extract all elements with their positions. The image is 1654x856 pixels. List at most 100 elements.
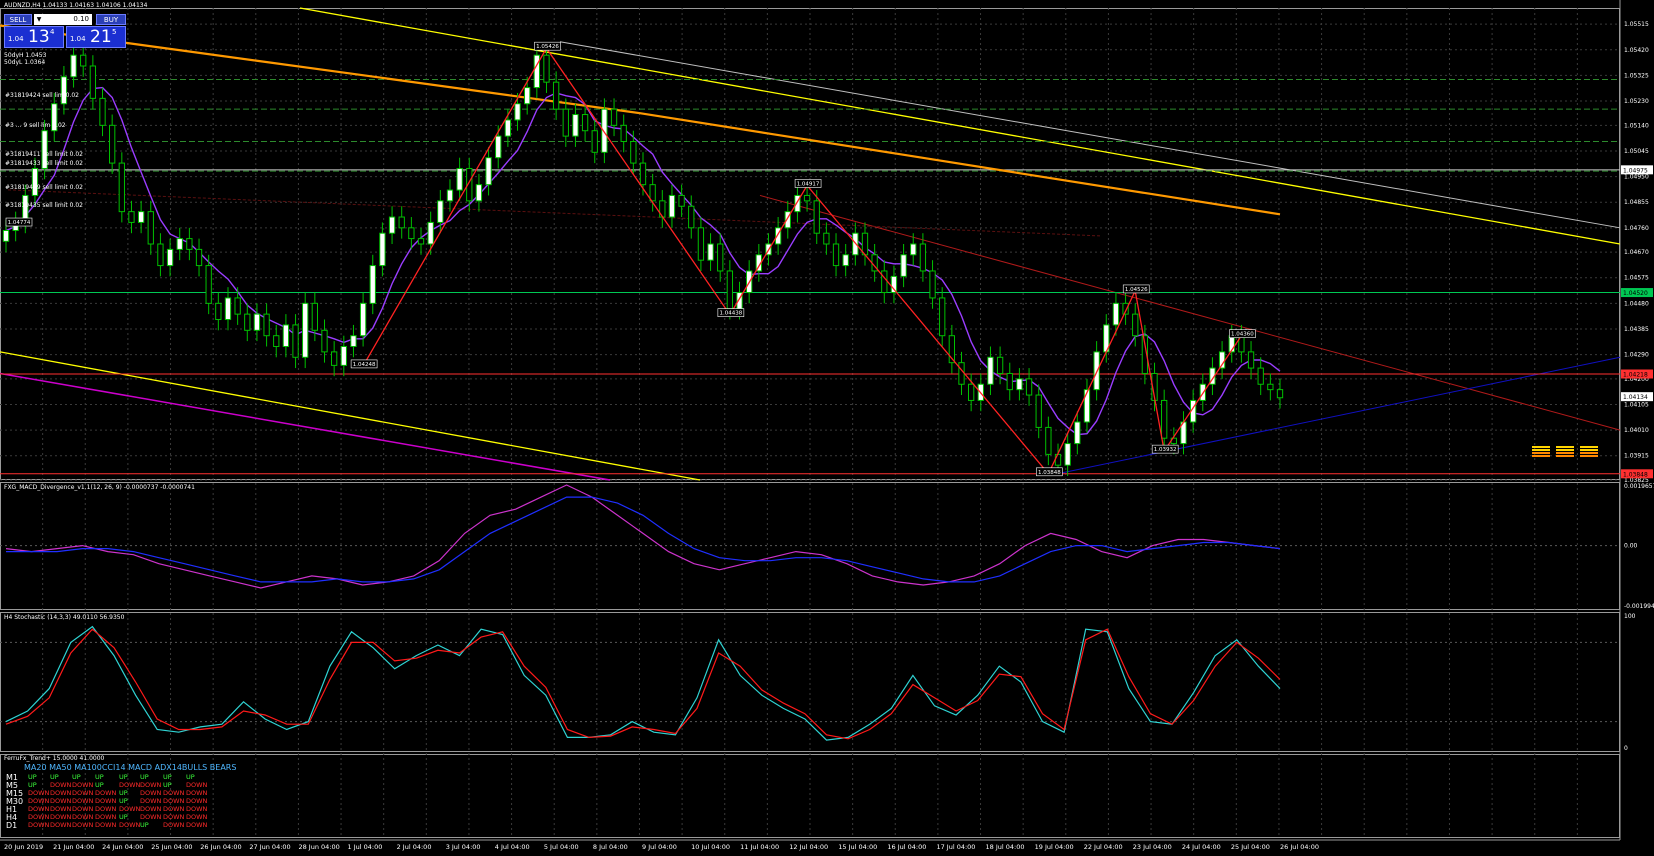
candle-body bbox=[253, 313, 261, 331]
trend-cell: DOWN bbox=[50, 797, 72, 805]
signal-bar bbox=[1556, 455, 1574, 457]
time-axis-label: 20 Jun 2019 bbox=[4, 843, 43, 851]
lot-dropdown-icon[interactable]: ▼ bbox=[36, 16, 42, 23]
candle-body bbox=[128, 211, 135, 223]
trend-cell: DOWN bbox=[140, 797, 162, 805]
swing-label: 1.04774 bbox=[8, 220, 31, 226]
trend-cell: UP bbox=[163, 773, 172, 781]
candle-body bbox=[948, 335, 956, 364]
candle-body bbox=[1035, 394, 1042, 428]
swing-label: 1.05426 bbox=[536, 44, 559, 50]
trend-cell: DOWN bbox=[140, 813, 162, 821]
candle-body bbox=[610, 108, 618, 126]
candle-body bbox=[996, 356, 1004, 374]
candle-body bbox=[60, 76, 68, 105]
signal-bar bbox=[1580, 452, 1598, 454]
time-axis-label: 8 Jul 04:00 bbox=[593, 843, 628, 851]
trend-cell: UP bbox=[95, 781, 104, 789]
trend-cell: DOWN bbox=[140, 789, 162, 797]
swing-label: 1.04248 bbox=[353, 362, 376, 368]
time-axis-label: 22 Jul 04:00 bbox=[1084, 843, 1123, 851]
trend-cell: DOWN bbox=[163, 821, 185, 829]
trend-cell: DOWN bbox=[72, 821, 94, 829]
candle-body bbox=[1083, 389, 1091, 423]
trend-cell: DOWN bbox=[72, 797, 94, 805]
bid-price-button[interactable]: 1.04 13 4 bbox=[4, 26, 64, 48]
candle-body bbox=[437, 200, 444, 223]
ask-prefix: 1.04 bbox=[70, 35, 86, 43]
candle-body bbox=[678, 194, 685, 207]
swing-label-box bbox=[1151, 444, 1179, 454]
order-label: #31819409 sell limit 0.02 bbox=[5, 184, 83, 191]
swing-label-box bbox=[794, 179, 822, 188]
swing-label-box bbox=[1229, 329, 1256, 339]
candle-body bbox=[591, 130, 598, 153]
candle-body bbox=[1112, 302, 1120, 326]
macd-tick-label: -0.0019944 bbox=[1624, 603, 1654, 610]
ask-price-button[interactable]: 1.04 21 5 bbox=[66, 26, 126, 48]
candle-body bbox=[1025, 378, 1033, 396]
price-tag-label: 1.04975 bbox=[1623, 167, 1648, 174]
signal-bar bbox=[1580, 455, 1598, 457]
stoch-signal-line bbox=[5, 628, 1281, 740]
price-tick-label: 1.04105 bbox=[1624, 401, 1649, 408]
candle-body bbox=[263, 313, 270, 337]
lot-size-input[interactable]: 0.10 bbox=[34, 14, 92, 25]
candle-body bbox=[967, 383, 975, 401]
sell-button[interactable]: SELL bbox=[4, 14, 32, 25]
time-axis-label: 23 Jul 04:00 bbox=[1133, 843, 1172, 851]
candle-body bbox=[514, 103, 521, 121]
trend-cell: DOWN bbox=[140, 781, 162, 789]
trendline-yellow-lower bbox=[0, 351, 701, 481]
trend-timeframe: D1 bbox=[6, 821, 18, 830]
moving-average-orange bbox=[0, 24, 1281, 216]
time-axis-label: 26 Jul 04:00 bbox=[1280, 843, 1319, 851]
price-tick-label: 1.03825 bbox=[1624, 477, 1649, 484]
time-axis-label: 15 Jul 04:00 bbox=[838, 843, 877, 851]
time-axis-label: 5 Jul 04:00 bbox=[544, 843, 579, 851]
trend-cell: DOWN bbox=[28, 813, 50, 821]
time-axis-label: 11 Jul 04:00 bbox=[740, 843, 779, 851]
buy-button[interactable]: BUY bbox=[96, 14, 126, 25]
trend-cell: UP bbox=[140, 821, 149, 829]
trend-timeframe: M5 bbox=[6, 781, 18, 790]
candle-body bbox=[1247, 351, 1255, 369]
candle-body bbox=[282, 324, 290, 347]
trend-cell: DOWN bbox=[50, 821, 72, 829]
trend-cell: UP bbox=[28, 773, 37, 781]
trend-cell: UP bbox=[140, 773, 149, 781]
candle-body bbox=[273, 335, 280, 347]
trend-cell: UP bbox=[119, 797, 128, 805]
candle-body bbox=[398, 216, 405, 229]
price-tag-label: 1.03848 bbox=[1623, 471, 1648, 478]
candle-body bbox=[533, 54, 540, 89]
trend-cell: DOWN bbox=[72, 789, 94, 797]
candle-body bbox=[649, 184, 656, 202]
price-tick-label: 1.04855 bbox=[1624, 199, 1649, 206]
stoch-tick-label: 0 bbox=[1624, 745, 1628, 752]
candle-body bbox=[485, 157, 492, 186]
price-tag bbox=[1621, 369, 1653, 379]
candle-body bbox=[813, 200, 820, 234]
candle-body bbox=[774, 227, 782, 245]
price-tick-label: 1.04385 bbox=[1624, 326, 1649, 333]
candle-body bbox=[292, 324, 299, 358]
price-tick-label: 1.05325 bbox=[1624, 72, 1649, 79]
candle-body bbox=[195, 248, 203, 267]
trend-cell: DOWN bbox=[28, 789, 50, 797]
candle-body bbox=[1276, 389, 1284, 399]
candle-body bbox=[408, 227, 415, 240]
candle-body bbox=[717, 243, 724, 272]
candle-body bbox=[524, 87, 531, 105]
trend-cell: UP bbox=[163, 781, 172, 789]
candle-body bbox=[350, 335, 357, 347]
time-axis-label: 17 Jul 04:00 bbox=[936, 843, 975, 851]
ask-pip: 5 bbox=[112, 28, 117, 36]
trend-cell: DOWN bbox=[72, 781, 94, 789]
fifty-day-low-label: 50dyL 1.0364 bbox=[4, 59, 46, 66]
ask-big-digits: 21 bbox=[90, 27, 112, 47]
time-axis-label: 1 Jul 04:00 bbox=[348, 843, 383, 851]
stoch-main-line bbox=[5, 625, 1281, 741]
